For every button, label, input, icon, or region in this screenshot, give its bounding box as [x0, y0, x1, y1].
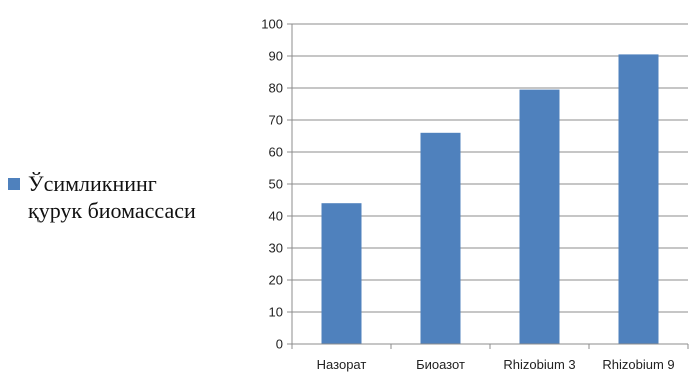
bar [618, 54, 659, 345]
bar [321, 203, 362, 344]
y-tick-label: 70 [269, 113, 283, 128]
y-tick-label: 100 [261, 17, 283, 32]
legend-swatch [8, 178, 20, 190]
x-tick-label: Назорат [317, 357, 367, 372]
legend-label-line2: қурук биомассаси [28, 198, 196, 223]
x-tick-label: Биоазот [416, 357, 465, 372]
x-tick-label: Rhizobium 3 [503, 357, 575, 372]
bar [519, 89, 560, 344]
bar [420, 132, 461, 344]
y-tick-label: 20 [269, 273, 283, 288]
y-tick-label: 60 [269, 145, 283, 160]
legend-label-line1: Ўсимликнинг [28, 171, 157, 196]
legend-entry: Ўсимликнинг қурук биомассаси [8, 170, 238, 224]
y-tick-label: 80 [269, 81, 283, 96]
y-tick-label: 0 [276, 337, 283, 352]
legend-label: Ўсимликнинг қурук биомассаси [28, 170, 196, 224]
y-tick-label: 10 [269, 305, 283, 320]
y-tick-label: 30 [269, 241, 283, 256]
legend: Ўсимликнинг қурук биомассаси [8, 170, 238, 224]
y-tick-label: 50 [269, 177, 283, 192]
y-tick-label: 40 [269, 209, 283, 224]
x-tick-label: Rhizobium 9 [602, 357, 674, 372]
y-tick-label: 90 [269, 49, 283, 64]
